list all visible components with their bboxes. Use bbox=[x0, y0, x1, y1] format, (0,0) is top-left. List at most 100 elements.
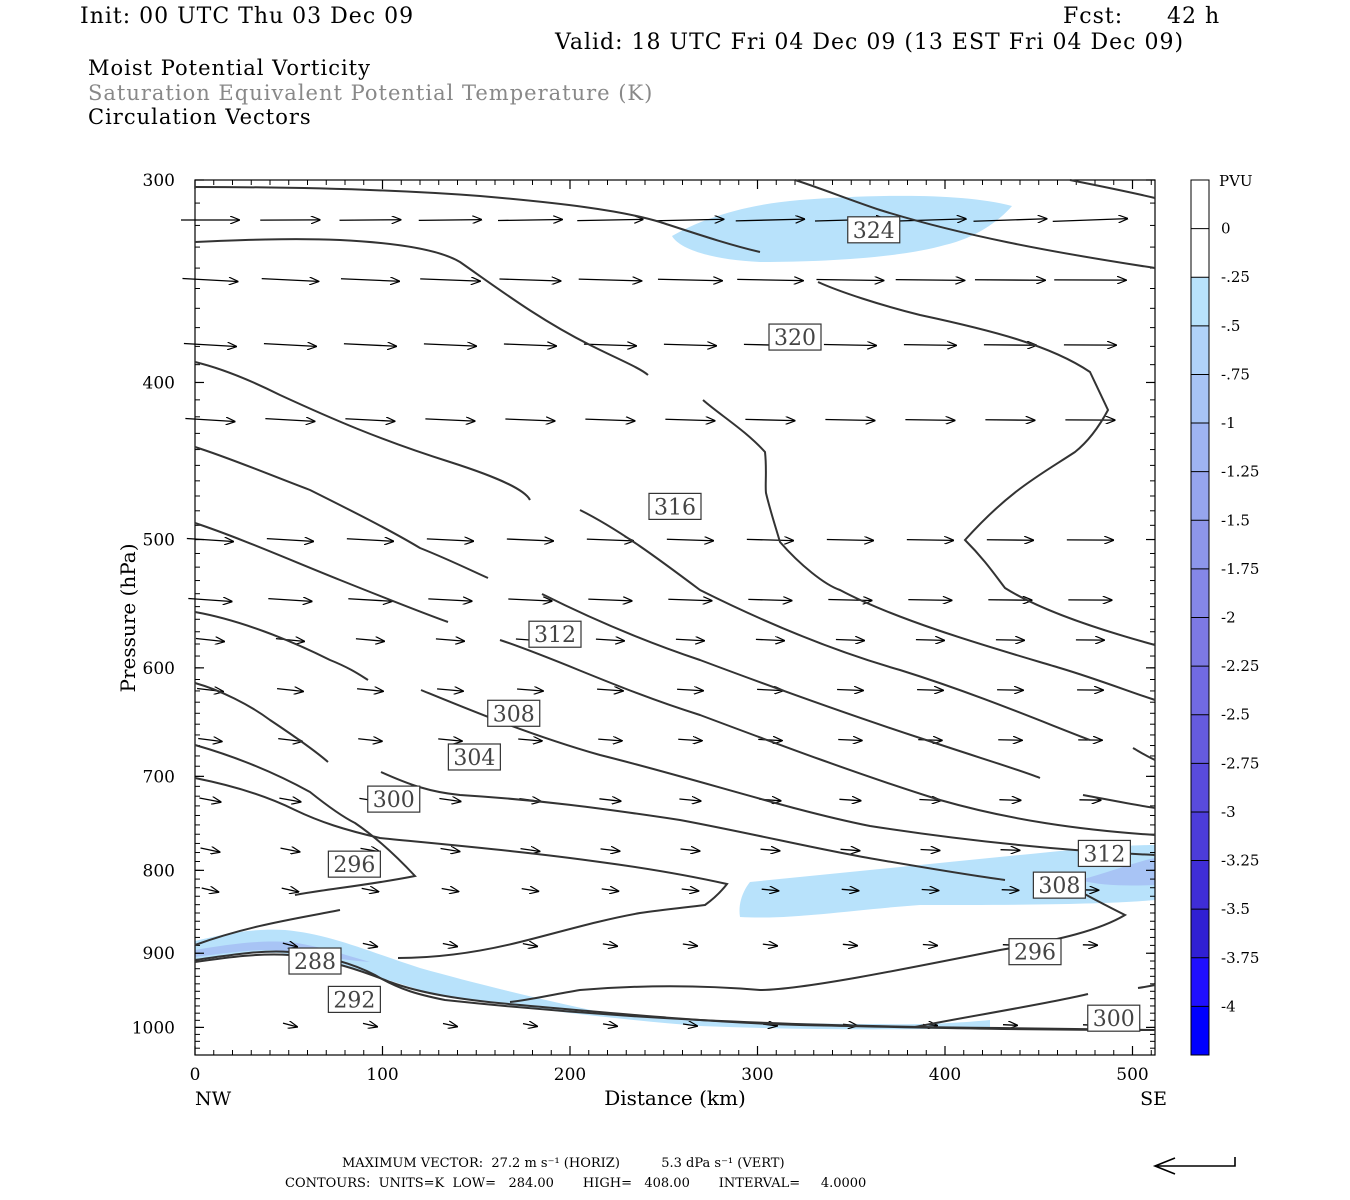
colorbar-segment bbox=[1191, 763, 1209, 813]
contour-304-lower bbox=[499, 639, 1156, 836]
vector-arrow bbox=[418, 220, 482, 221]
colorbar-label: -3.25 bbox=[1221, 852, 1259, 870]
vector-arrow bbox=[182, 279, 237, 282]
vector-arrow bbox=[278, 739, 302, 742]
contour-316-lower bbox=[702, 399, 1156, 701]
colorbar-segment bbox=[1191, 374, 1209, 424]
colorbar-label: -2.25 bbox=[1221, 657, 1259, 675]
vector-arrow bbox=[201, 888, 219, 892]
pv-shade-lower-right bbox=[739, 845, 1155, 918]
vector-arrow bbox=[679, 799, 700, 801]
vector-arrow bbox=[506, 539, 553, 541]
colorbar-segment bbox=[1191, 325, 1209, 375]
vector-arrow bbox=[755, 639, 784, 640]
title-vectors: Circulation Vectors bbox=[88, 105, 312, 129]
x-tick-label: 300 bbox=[741, 1065, 773, 1085]
contour-label-box bbox=[288, 947, 342, 975]
vector-arrow bbox=[266, 539, 313, 542]
vector-arrow bbox=[358, 739, 382, 742]
vector-arrow bbox=[998, 740, 1022, 741]
y-axis-title: Pressure (hPa) bbox=[116, 544, 140, 693]
vector-arrow bbox=[521, 889, 539, 892]
colorbar-label: -1.25 bbox=[1221, 463, 1259, 481]
vector-arrow bbox=[263, 344, 316, 347]
contour-labels: 3243203163123083043002962882923123082963… bbox=[288, 216, 1141, 1032]
vector-arrow bbox=[1002, 1025, 1017, 1026]
vector-arrow bbox=[282, 1023, 297, 1027]
contour-label: 308 bbox=[493, 702, 535, 727]
contour-312 bbox=[194, 361, 531, 501]
y-tick-label: 300 bbox=[143, 171, 175, 191]
vector-arrow bbox=[918, 740, 942, 741]
vector-arrow bbox=[682, 1024, 697, 1026]
vector-arrow bbox=[903, 345, 956, 346]
contour-label-box bbox=[648, 492, 702, 520]
colorbar-label: -1 bbox=[1221, 414, 1236, 432]
contour-320-right bbox=[817, 281, 1156, 646]
colorbar-label: -2 bbox=[1221, 609, 1236, 627]
contour-300 bbox=[194, 611, 369, 681]
vector-arrow bbox=[522, 1024, 537, 1027]
vector-arrow bbox=[426, 539, 473, 541]
vector-arrow bbox=[425, 419, 474, 421]
x-tick-label: 0 bbox=[190, 1065, 201, 1085]
vector-arrow bbox=[343, 344, 396, 347]
vector-arrow bbox=[762, 944, 777, 946]
vector-arrow bbox=[973, 219, 1047, 222]
y-tick-label: 900 bbox=[143, 944, 175, 964]
contour-300-edge bbox=[1137, 984, 1156, 989]
vector-arrow bbox=[423, 344, 476, 346]
vector-arrow bbox=[995, 640, 1024, 641]
colorbar-segment bbox=[1191, 666, 1209, 716]
vector-arrow bbox=[602, 1024, 617, 1026]
vector-arrow bbox=[348, 599, 391, 602]
vector-arrow bbox=[185, 419, 234, 422]
forecast-label: Fcst: bbox=[1063, 4, 1124, 29]
vector-arrow bbox=[588, 599, 631, 601]
colorbar-segment bbox=[1191, 714, 1209, 764]
colorbar-segment bbox=[1191, 617, 1209, 667]
y-tick-label: 700 bbox=[143, 767, 175, 787]
contour-label: 296 bbox=[333, 853, 375, 878]
colorbar-label: -.25 bbox=[1221, 268, 1250, 286]
vector-arrow bbox=[505, 419, 554, 421]
vector-arrow bbox=[748, 599, 791, 600]
contour-label-box bbox=[327, 850, 381, 878]
contour-308-lower bbox=[541, 593, 1041, 779]
colorbar-label: -.5 bbox=[1221, 317, 1240, 335]
vector-arrow bbox=[921, 890, 939, 891]
vector-arrow bbox=[983, 345, 1036, 346]
vector-arrow bbox=[745, 419, 794, 420]
vector-arrow bbox=[275, 639, 304, 642]
contour-300-lower bbox=[420, 689, 1156, 856]
vector-arrow bbox=[746, 539, 793, 540]
contour-label-box bbox=[847, 216, 901, 244]
vector-arrow bbox=[198, 739, 222, 742]
vector-arrow bbox=[906, 540, 953, 541]
axis-ticks bbox=[194, 179, 1155, 1055]
contour-292-lower bbox=[194, 909, 341, 946]
y-tick-label: 800 bbox=[143, 861, 175, 881]
contour-288 bbox=[194, 777, 729, 959]
vector-arrow bbox=[666, 539, 713, 541]
colorbar-label: -1.75 bbox=[1221, 560, 1259, 578]
title-theta-es: Saturation Equivalent Potential Temperat… bbox=[88, 81, 654, 105]
plot-frame bbox=[194, 179, 1156, 1056]
x-tick-label: 500 bbox=[1116, 1065, 1148, 1085]
vector-arrow bbox=[188, 599, 231, 602]
vector-arrow bbox=[420, 279, 480, 281]
vector-arrow bbox=[825, 420, 874, 421]
colorbar-label: -3 bbox=[1221, 803, 1236, 821]
vector-arrow bbox=[200, 848, 220, 852]
vector-arrow bbox=[357, 689, 383, 692]
vector-arrow bbox=[522, 944, 537, 947]
x-axis-title: Distance (km) bbox=[604, 1086, 746, 1110]
contour-label: 320 bbox=[774, 326, 816, 351]
vector-arrow bbox=[840, 849, 860, 850]
vector-arrow bbox=[919, 800, 940, 801]
vector-arrow bbox=[988, 600, 1031, 601]
vector-arrow bbox=[675, 639, 704, 641]
vector-arrow bbox=[520, 849, 540, 852]
vector-arrow bbox=[345, 419, 394, 422]
vector-arrow bbox=[823, 345, 876, 346]
